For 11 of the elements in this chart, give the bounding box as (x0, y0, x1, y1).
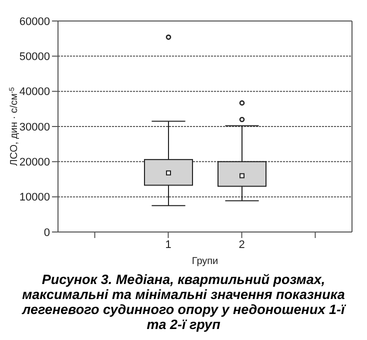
y-tick-label: 30000 (19, 121, 50, 134)
y-tick-label: 40000 (19, 86, 50, 98)
text: Рисунок 3. Медіана, квартильний розмах, максимальні та мінімальні значення показника легеневого судинного опору у недоношених 1-ї та 2-ї груп (20, 271, 347, 332)
y-tick-label: 60000 (19, 16, 50, 28)
y-tick-label: 20000 (19, 156, 50, 169)
y-tick-label: 50000 (19, 51, 50, 64)
y-tick-label: 0 (44, 226, 50, 239)
y-tick-label: 10000 (19, 192, 50, 204)
x-axis-title: Групи (192, 256, 218, 267)
x-tick-label: 2 (238, 238, 245, 251)
x-tick-label: 1 (165, 238, 172, 251)
